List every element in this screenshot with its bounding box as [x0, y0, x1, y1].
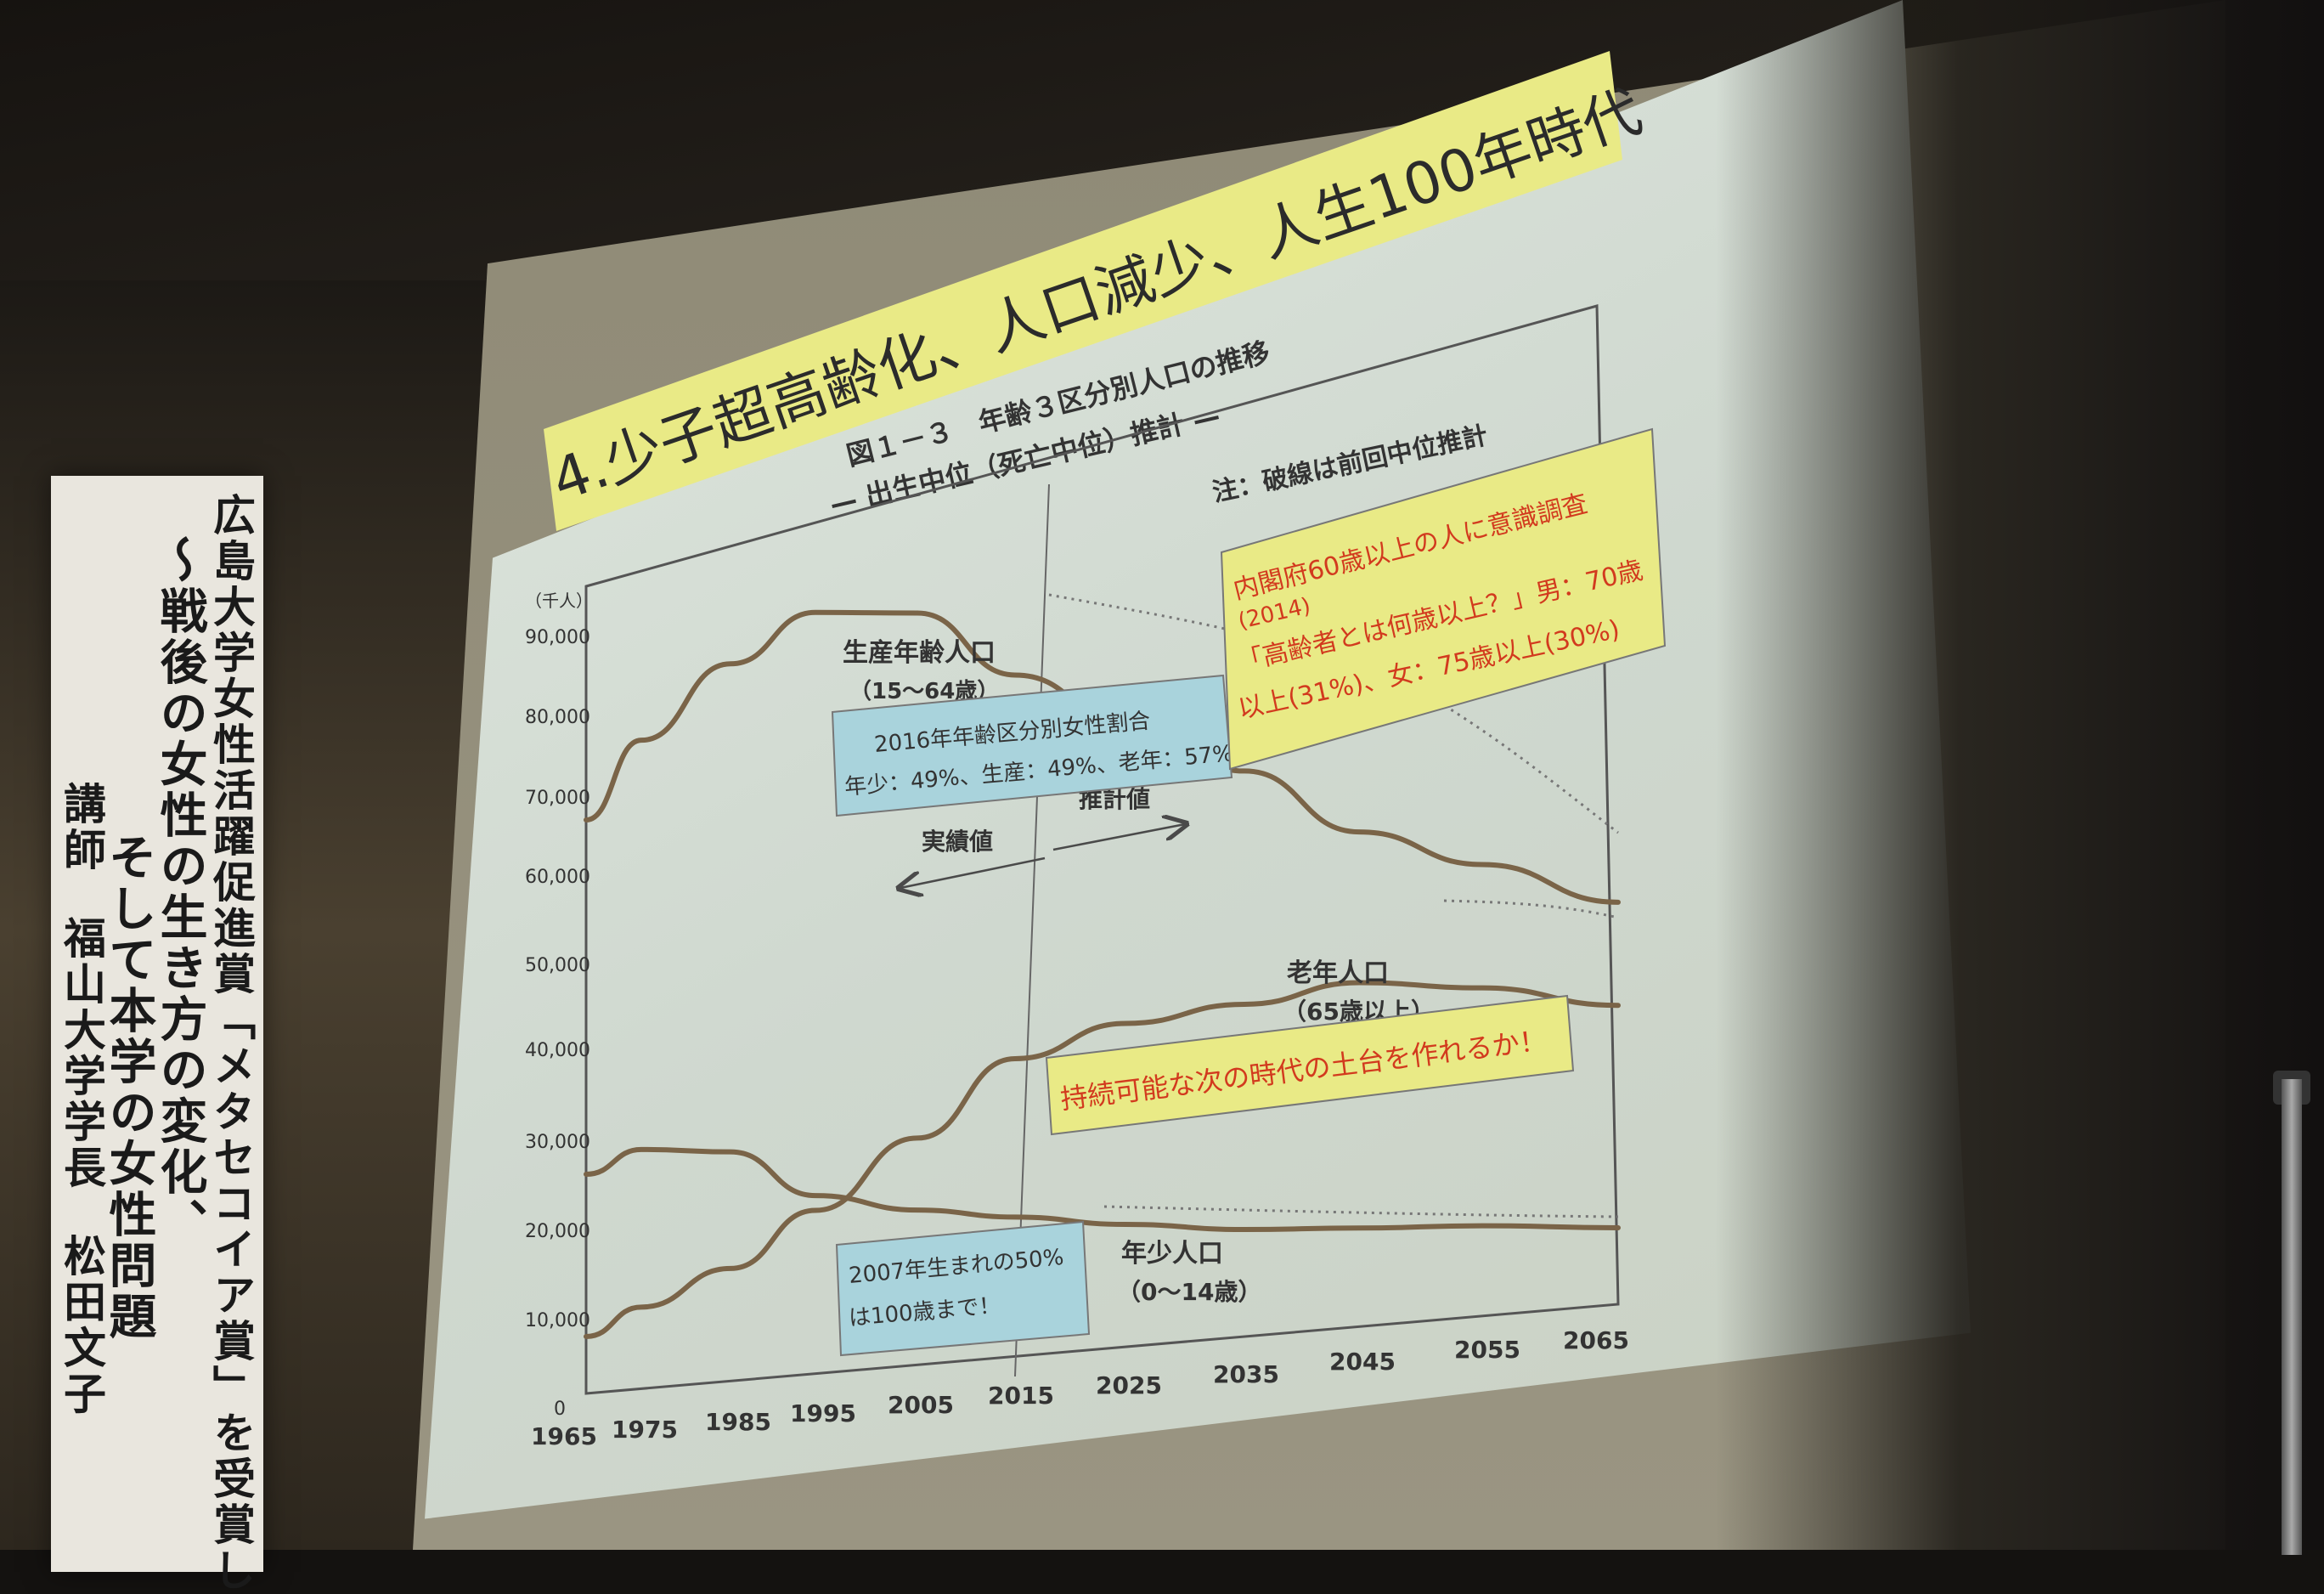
y-tick: 90,000	[525, 627, 590, 648]
y-axis-ticks: 90,000 80,000 70,000 60,000 50,000 40,00…	[525, 627, 590, 1420]
youth-range: （0〜14歳）	[1117, 1278, 1261, 1306]
x-tick: 2035	[1213, 1360, 1279, 1388]
data-point	[814, 1208, 817, 1212]
data-point	[814, 1194, 817, 1198]
previous-projection-youth	[1103, 1205, 1619, 1218]
data-point	[814, 610, 817, 614]
x-tick: 2005	[888, 1391, 954, 1419]
banner-line-3: そして本学の女性問題	[101, 833, 157, 1342]
working-age-line	[584, 609, 1621, 905]
data-point	[1357, 1226, 1361, 1230]
y-unit: （千人）	[525, 591, 593, 611]
data-point	[916, 611, 919, 615]
data-point	[1616, 1003, 1620, 1008]
youth-line	[584, 1146, 1621, 1233]
x-tick: 2045	[1329, 1348, 1396, 1376]
banner-line-2: 〜戦後の女性の生き方の変化、	[152, 535, 208, 1249]
title-band	[544, 51, 1622, 531]
slide-content: 4.少子超高齢化、人口減少、人生100年時代 図１－３ 年齢３区分別人口の推移 …	[525, 51, 1667, 1450]
x-tick: 1965	[531, 1422, 597, 1450]
data-point	[1357, 830, 1361, 834]
data-point	[1357, 981, 1361, 985]
data-point	[916, 1208, 919, 1212]
born-2007-callout: 2007年生まれの50% は100歳まで！	[835, 1220, 1091, 1357]
data-point	[1243, 1228, 1246, 1232]
data-point	[729, 1266, 732, 1270]
screen-edge-shadow	[1716, 0, 2324, 1550]
projected-arrow	[1052, 824, 1185, 851]
youth-label: 年少人口	[1121, 1239, 1223, 1269]
x-tick: 1975	[612, 1416, 678, 1444]
y-tick: 60,000	[525, 867, 590, 888]
y-tick: 40,000	[525, 1040, 590, 1061]
x-tick: 2065	[1563, 1326, 1629, 1354]
data-point	[584, 818, 588, 822]
data-point	[1124, 1021, 1127, 1026]
data-point	[640, 738, 643, 743]
x-tick: 2025	[1096, 1371, 1162, 1399]
data-point	[1013, 1056, 1017, 1060]
data-point	[1243, 769, 1246, 773]
data-point	[640, 1147, 643, 1151]
banner-lecturer-name: 松田文子	[57, 1234, 107, 1417]
data-point	[1616, 900, 1620, 904]
born-2007-box	[835, 1220, 1091, 1357]
x-tick: 2055	[1454, 1336, 1520, 1364]
data-point	[1481, 1224, 1484, 1228]
data-point	[729, 662, 732, 666]
gender-ratio-callout: 2016年年齢区分別女性割合 年少：49%、生産：49%、老年：57%	[831, 674, 1234, 817]
banner-line-1: 広島大学女性活躍促進賞「メタセコイア賞」を受賞し	[206, 493, 257, 1594]
y-tick: 80,000	[525, 707, 590, 728]
banner-lecturer: 講師福山大学学長松田文子	[51, 782, 112, 1417]
data-point	[1013, 673, 1017, 677]
population-curves	[584, 609, 1621, 1339]
data-point	[1243, 1002, 1246, 1006]
survey-box	[1220, 427, 1667, 771]
x-tick: 1985	[705, 1408, 771, 1436]
y-tick: 10,000	[525, 1310, 590, 1331]
y-tick: 50,000	[525, 955, 590, 976]
sustainable-callout: 持続可能な次の時代の土台を作れるか！	[1045, 994, 1575, 1136]
y-tick: 0	[554, 1399, 566, 1420]
chart-frame	[584, 304, 1620, 1395]
event-banner: 広島大学女性活躍促進賞「メタセコイア賞」を受賞し 〜戦後の女性の生き方の変化、 …	[51, 476, 263, 1594]
data-point	[1481, 986, 1484, 990]
y-tick: 70,000	[525, 788, 590, 809]
data-point	[1013, 1215, 1017, 1219]
data-point	[640, 1305, 643, 1309]
data-point	[729, 1150, 732, 1154]
working-age-label: 生産年齢人口	[843, 638, 996, 668]
data-point	[1616, 1226, 1620, 1229]
sustainable-box	[1045, 994, 1575, 1136]
actual-label: 実績値	[922, 828, 993, 856]
data-point	[1481, 862, 1484, 867]
x-axis-ticks: 1965 1975 1985 1995 2005 2015 2025 2035 …	[531, 1326, 1629, 1450]
y-tick: 20,000	[525, 1221, 590, 1242]
actual-arrow	[900, 856, 1046, 888]
microphone-stand	[2282, 1079, 2302, 1555]
data-point	[1124, 1223, 1127, 1227]
x-tick: 2015	[988, 1382, 1054, 1410]
gender-ratio-box	[831, 674, 1233, 817]
previous-projection-working	[1048, 593, 1619, 834]
data-point	[584, 1173, 588, 1176]
x-tick: 1995	[790, 1399, 856, 1427]
previous-projection-elderly	[1443, 899, 1619, 919]
y-tick: 30,000	[525, 1132, 590, 1153]
elderly-label: 老年人口	[1287, 958, 1389, 988]
data-point	[584, 1335, 588, 1338]
banner-lecturer-affiliation: 福山大学学長	[57, 916, 107, 1191]
data-point	[916, 1136, 919, 1140]
banner-lecturer-label: 講師	[57, 782, 107, 873]
